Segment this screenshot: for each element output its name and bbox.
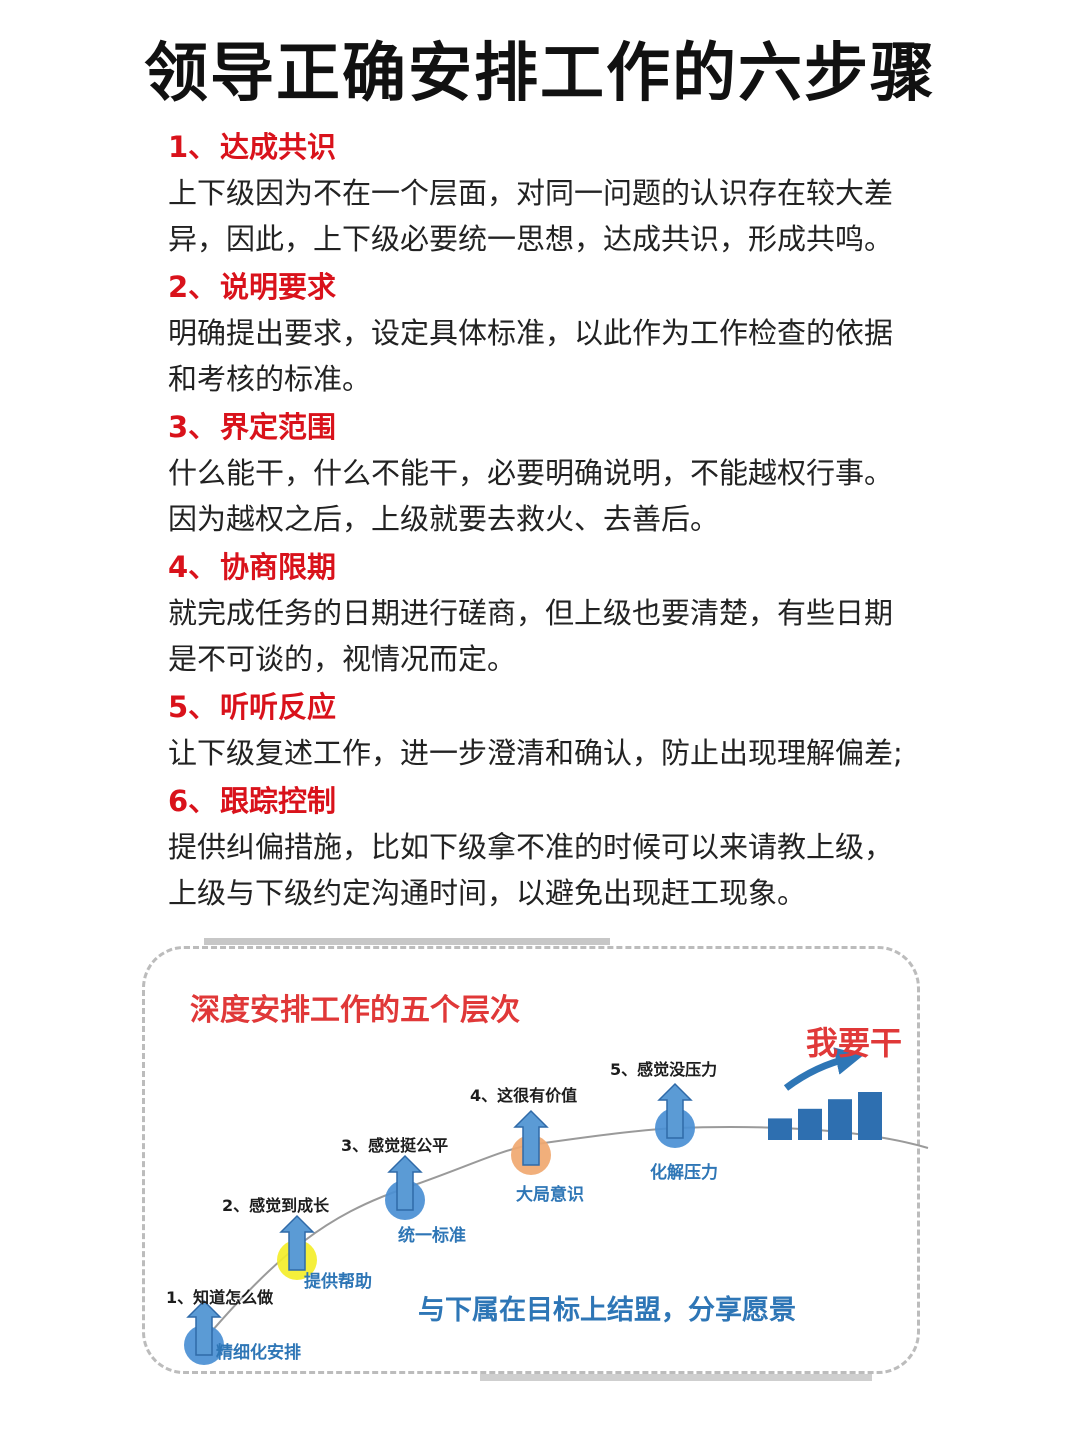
up-arrow-icon: [279, 1214, 315, 1271]
step-heading: 2、说明要求: [168, 264, 928, 310]
steps-list: 1、达成共识 上下级因为不在一个层面，对同一问题的认识存在较大差 异，因此，上下…: [168, 122, 928, 916]
diagram-panel: [142, 946, 920, 1374]
diagram-title: 深度安排工作的五个层次: [190, 993, 520, 1028]
up-arrow-icon: [513, 1109, 549, 1166]
step-title: 跟踪控制: [220, 784, 337, 818]
level-subtitle: 精细化安排: [216, 1343, 301, 1363]
step-5: 5、听听反应 让下级复述工作，进一步澄清和确认，防止出现理解偏差;: [168, 684, 928, 776]
step-3: 3、界定范围 什么能干，什么不能干，必要明确说明，不能越权行事。 因为越权之后，…: [168, 404, 928, 542]
step-heading: 5、听听反应: [168, 684, 928, 730]
growth-bar: [798, 1108, 822, 1140]
step-heading: 1、达成共识: [168, 124, 928, 170]
step-title: 听听反应: [220, 690, 337, 724]
step-text-line: 上下级因为不在一个层面，对同一问题的认识存在较大差: [168, 176, 894, 210]
level-subtitle: 大局意识: [516, 1185, 584, 1205]
step-title: 界定范围: [220, 410, 337, 444]
growth-bar: [828, 1099, 852, 1140]
level-subtitle: 化解压力: [650, 1163, 718, 1183]
step-text-line: 上级与下级约定沟通时间，以避免出现赶工现象。: [168, 876, 807, 910]
step-heading: 6、跟踪控制: [168, 778, 928, 824]
step-1: 1、达成共识 上下级因为不在一个层面，对同一问题的认识存在较大差 异，因此，上下…: [168, 124, 928, 262]
step-text-line: 和考核的标准。: [168, 362, 372, 396]
step-title: 达成共识: [220, 130, 337, 164]
step-text-line: 是不可谈的，视情况而定。: [168, 642, 517, 676]
step-text-line: 异，因此，上下级必要统一思想，达成共识，形成共鸣。: [168, 222, 894, 256]
divider-bar: [480, 1374, 872, 1381]
level-title: 1、知道怎么做: [166, 1288, 274, 1307]
up-arrow-icon: [387, 1154, 423, 1211]
level-subtitle: 统一标准: [398, 1226, 466, 1246]
page-title: 领导正确安排工作的六步骤: [144, 37, 936, 111]
up-arrow-icon: [657, 1082, 693, 1139]
step-number: 3、: [168, 410, 218, 444]
step-text-line: 就完成任务的日期进行磋商，但上级也要清楚，有些日期: [168, 596, 894, 630]
step-heading: 3、界定范围: [168, 404, 928, 450]
step-heading: 4、协商限期: [168, 544, 928, 590]
step-number: 1、: [168, 130, 218, 164]
growth-bar: [858, 1092, 882, 1140]
level-title: 2、感觉到成长: [222, 1196, 330, 1215]
growth-bar: [768, 1118, 792, 1140]
step-2: 2、说明要求 明确提出要求，设定具体标准，以此作为工作检查的依据 和考核的标准。: [168, 264, 928, 402]
level-title: 5、感觉没压力: [610, 1060, 718, 1079]
up-arrow-icon: [186, 1299, 222, 1356]
growth-arrow-icon: [783, 1047, 864, 1091]
step-number: 5、: [168, 690, 218, 724]
level-title: 4、这很有价值: [470, 1086, 578, 1105]
growth-bars: [768, 1092, 882, 1140]
step-title: 协商限期: [220, 550, 337, 584]
step-6: 6、跟踪控制 提供纠偏措施，比如下级拿不准的时候可以来请教上级， 上级与下级约定…: [168, 778, 928, 916]
slogan: 我要干: [806, 1024, 903, 1062]
step-text-line: 提供纠偏措施，比如下级拿不准的时候可以来请教上级，: [168, 830, 894, 864]
step-number: 6、: [168, 784, 218, 818]
diagram-caption: 与下属在目标上结盟，分享愿景: [418, 1295, 796, 1326]
divider-bar: [204, 938, 610, 945]
step-number: 4、: [168, 550, 218, 584]
step-text-line: 什么能干，什么不能干，必要明确说明，不能越权行事。: [168, 456, 894, 490]
level-subtitle: 提供帮助: [304, 1272, 372, 1292]
step-number: 2、: [168, 270, 218, 304]
step-title: 说明要求: [220, 270, 337, 304]
step-text-line: 让下级复述工作，进一步澄清和确认，防止出现理解偏差;: [168, 736, 903, 770]
step-text-line: 因为越权之后，上级就要去救火、去善后。: [168, 502, 720, 536]
step-4: 4、协商限期 就完成任务的日期进行磋商，但上级也要清楚，有些日期 是不可谈的，视…: [168, 544, 928, 682]
level-title: 3、感觉挺公平: [341, 1136, 449, 1155]
step-text-line: 明确提出要求，设定具体标准，以此作为工作检查的依据: [168, 316, 894, 350]
